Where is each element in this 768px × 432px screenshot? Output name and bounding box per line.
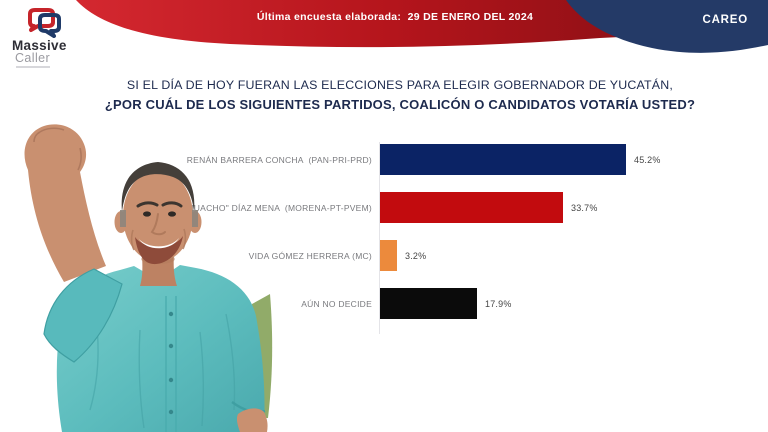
- header-ribbons: [76, 0, 768, 53]
- question-line1: SI EL DÍA DE HOY FUERAN LAS ELECCIONES P…: [126, 78, 674, 92]
- massive-caller-logo: Massive Caller: [12, 8, 132, 68]
- chart-axis-line: [379, 142, 380, 334]
- hair: [121, 162, 195, 212]
- candidate-label: "HUACHO" DÍAZ MENA (MORENA-PT-PVEM): [184, 202, 372, 213]
- brand-subname: Caller: [15, 51, 51, 65]
- chart-row: "HUACHO" DÍAZ MENA (MORENA-PT-PVEM) 33.7…: [0, 192, 768, 223]
- result-value: 17.9%: [485, 298, 512, 309]
- chart-row: RENÁN BARRERA CONCHA (PAN-PRI-PRD) 45.2%: [0, 144, 768, 175]
- candidate-label: VIDA GÓMEZ HERRERA (MC): [248, 250, 372, 261]
- result-value: 33.7%: [571, 202, 598, 213]
- smile: [135, 236, 183, 265]
- question-line2: ¿POR CUÁL DE LOS SIGUIENTES PARTIDOS, CO…: [104, 97, 696, 112]
- left-sleeve: [43, 268, 123, 363]
- result-bar: [380, 288, 477, 319]
- brand-tagline-rule: [16, 66, 50, 68]
- candidate-photo: [24, 124, 273, 432]
- careo-tag: CAREO: [702, 14, 748, 26]
- result-bar: [380, 192, 563, 223]
- result-bar: [380, 240, 397, 271]
- brand-name: Massive: [12, 38, 67, 53]
- right-forearm: [236, 408, 268, 432]
- result-value: 45.2%: [634, 154, 661, 165]
- candidate-label: AÚN NO DECIDE: [301, 298, 372, 309]
- result-value: 3.2%: [405, 250, 427, 261]
- result-bar: [380, 144, 626, 175]
- last-survey-banner: Última encuesta elaborada: 29 DE ENERO D…: [256, 11, 534, 23]
- eye: [143, 211, 151, 217]
- eye: [168, 211, 176, 217]
- question-title: SI EL DÍA DE HOY FUERAN LAS ELECCIONES P…: [50, 78, 750, 112]
- massive-caller-chat-icon: [28, 8, 61, 38]
- chart-row: AÚN NO DECIDE 17.9%: [0, 288, 768, 319]
- chart-row: VIDA GÓMEZ HERRERA (MC) 3.2%: [0, 240, 768, 271]
- candidate-label: RENÁN BARRERA CONCHA (PAN-PRI-PRD): [186, 154, 372, 165]
- raised-arm: [24, 124, 106, 282]
- navy-ribbon: [566, 0, 768, 53]
